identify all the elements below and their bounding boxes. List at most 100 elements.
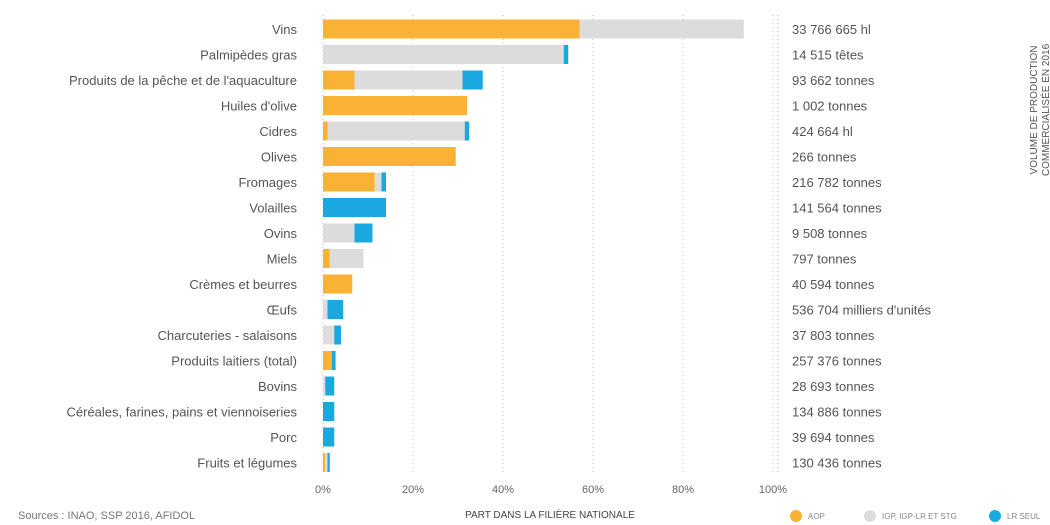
bar-row-cremes-et-beurres — [323, 274, 353, 294]
bar-palmipedes-gras-lr — [563, 45, 569, 64]
bar-row-fruits-et-legumes — [323, 453, 330, 472]
bars-layer — [323, 19, 744, 472]
category-label-bovins: Bovins — [258, 379, 298, 394]
x-tick-label-80: 80% — [672, 484, 694, 496]
legend: AOP IGP, IGP-LR ET STG LR SEUL — [790, 510, 1041, 522]
category-label-vins: Vins — [272, 22, 298, 37]
x-tick-label-20: 20% — [402, 484, 424, 496]
legend-swatch-aop — [790, 510, 802, 522]
bar-palmipedes-gras-igp — [323, 45, 564, 64]
volume-label-cereales-farines-pains-et-viennoiseries: 134 886 tonnes — [792, 405, 882, 420]
x-tick-label-100: 100% — [759, 484, 787, 496]
bar-row-produits-laitiers-total — [323, 351, 336, 370]
bar-miels-igp — [329, 249, 364, 268]
bar-cereales-farines-pains-et-viennoiseries-lr — [323, 402, 335, 421]
legend-label-igp: IGP, IGP-LR ET STG — [882, 512, 957, 521]
bar-charcuteries-salaisons-igp — [323, 325, 335, 345]
category-label-cereales-farines-pains-et-viennoiseries: Céréales, farines, pains et viennoiserie… — [66, 405, 297, 420]
category-label-fromages: Fromages — [238, 175, 297, 190]
volume-labels: 33 766 665 hl 14 515 têtes 93 662 tonnes 1 … — [792, 22, 932, 471]
bar-cidres-aop — [323, 121, 328, 141]
side-title: VOLUME DE PRODUCTION COMMERCIALISÉE EN 2… — [1029, 43, 1050, 176]
category-label-oeufs: Œufs — [267, 303, 298, 318]
bar-produits-de-la-peche-et-de-l-aquaculture-lr — [462, 70, 483, 90]
bar-vins-igp — [579, 19, 744, 39]
bar-row-palmipedes-gras — [323, 45, 569, 64]
x-axis-title: PART DANS LA FILIÈRE NATIONALE — [465, 508, 635, 521]
volume-label-miels: 797 tonnes — [792, 252, 857, 267]
bar-row-volailles — [323, 198, 386, 217]
bar-fromages-igp — [374, 172, 382, 192]
legend-label-lr: LR SEUL — [1007, 512, 1041, 521]
category-label-produits-laitiers-total: Produits laitiers (total) — [171, 354, 297, 369]
category-label-olives: Olives — [261, 150, 298, 165]
category-label-charcuteries-salaisons: Charcuteries - salaisons — [158, 328, 298, 343]
category-label-cidres: Cidres — [259, 124, 297, 139]
bar-porc-lr — [323, 427, 335, 447]
category-label-volailles: Volailles — [249, 201, 297, 216]
category-label-huiles-d-olive: Huiles d'olive — [221, 99, 297, 114]
bar-produits-laitiers-total-aop — [323, 351, 332, 370]
x-axis-ticks: 0% 20% 40% 60% 80% 100% — [315, 484, 787, 496]
bar-bovins-igp — [323, 376, 326, 396]
volume-label-huiles-d-olive: 1 002 tonnes — [792, 99, 868, 114]
legend-label-aop: AOP — [808, 512, 825, 521]
category-label-cremes-et-beurres: Crèmes et beurres — [189, 277, 297, 292]
bar-ovins-lr — [354, 223, 373, 243]
category-label-miels: Miels — [267, 252, 298, 267]
bar-row-huiles-d-olive — [323, 96, 467, 115]
bar-cidres-igp — [327, 121, 465, 141]
volume-label-palmipedes-gras: 14 515 têtes — [792, 48, 864, 63]
bar-row-charcuteries-salaisons — [323, 325, 341, 345]
category-labels: Vins Palmipèdes gras Produits de la pêche … — [66, 22, 297, 471]
legend-swatch-igp — [864, 510, 876, 522]
x-tick-label-0: 0% — [315, 484, 331, 496]
bar-oeufs-lr — [327, 300, 344, 319]
x-tick-label-60: 60% — [582, 484, 604, 496]
x-tick-label-40: 40% — [492, 484, 514, 496]
bar-produits-de-la-peche-et-de-l-aquaculture-igp — [354, 70, 463, 90]
bar-row-miels — [323, 249, 364, 268]
bar-row-vins — [323, 19, 744, 39]
category-label-ovins: Ovins — [264, 226, 298, 241]
bar-vins-aop — [323, 19, 580, 39]
volume-label-fruits-et-legumes: 130 436 tonnes — [792, 456, 882, 471]
bar-row-ovins — [323, 223, 373, 243]
bar-bovins-lr — [325, 376, 335, 396]
bar-row-cidres — [323, 121, 470, 141]
side-title-line-1: VOLUME DE PRODUCTION — [1029, 46, 1040, 175]
bar-cidres-lr — [464, 121, 470, 141]
bar-miels-aop — [323, 249, 330, 268]
bar-row-cereales-farines-pains-et-viennoiseries — [323, 402, 335, 421]
bar-row-fromages — [323, 172, 386, 192]
volume-label-fromages: 216 782 tonnes — [792, 175, 882, 190]
category-label-porc: Porc — [270, 430, 297, 445]
volume-label-oeufs: 536 704 milliers d'unités — [792, 303, 932, 318]
legend-swatch-lr — [989, 510, 1001, 522]
volume-label-porc: 39 694 tonnes — [792, 430, 875, 445]
bar-fromages-aop — [323, 172, 375, 192]
category-label-fruits-et-legumes: Fruits et légumes — [197, 456, 297, 471]
volume-label-cidres: 424 664 hl — [792, 124, 853, 139]
volume-label-charcuteries-salaisons: 37 803 tonnes — [792, 328, 875, 343]
bar-fromages-lr — [381, 172, 386, 192]
category-label-produits-de-la-peche-et-de-l-aquaculture: Produits de la pêche et de l'aquaculture — [69, 73, 297, 88]
bar-oeufs-igp — [323, 300, 328, 319]
volume-label-produits-de-la-peche-et-de-l-aquaculture: 93 662 tonnes — [792, 73, 875, 88]
side-title-line-2: COMMERCIALISÉE EN 2016 — [1039, 43, 1050, 176]
volume-label-vins: 33 766 665 hl — [792, 22, 871, 37]
bar-huiles-d-olive-aop — [323, 96, 467, 115]
bar-produits-laitiers-total-lr — [332, 351, 336, 370]
volume-label-produits-laitiers-total: 257 376 tonnes — [792, 354, 882, 369]
bar-row-olives — [323, 147, 456, 166]
bar-row-bovins — [323, 376, 335, 396]
bar-produits-de-la-peche-et-de-l-aquaculture-aop — [323, 70, 355, 90]
volume-label-bovins: 28 693 tonnes — [792, 379, 875, 394]
bar-cremes-et-beurres-aop — [323, 274, 353, 294]
volume-label-volailles: 141 564 tonnes — [792, 201, 882, 216]
volume-label-olives: 266 tonnes — [792, 150, 857, 165]
bar-ovins-igp — [323, 223, 355, 243]
volume-label-ovins: 9 508 tonnes — [792, 226, 868, 241]
bar-row-porc — [323, 427, 335, 447]
